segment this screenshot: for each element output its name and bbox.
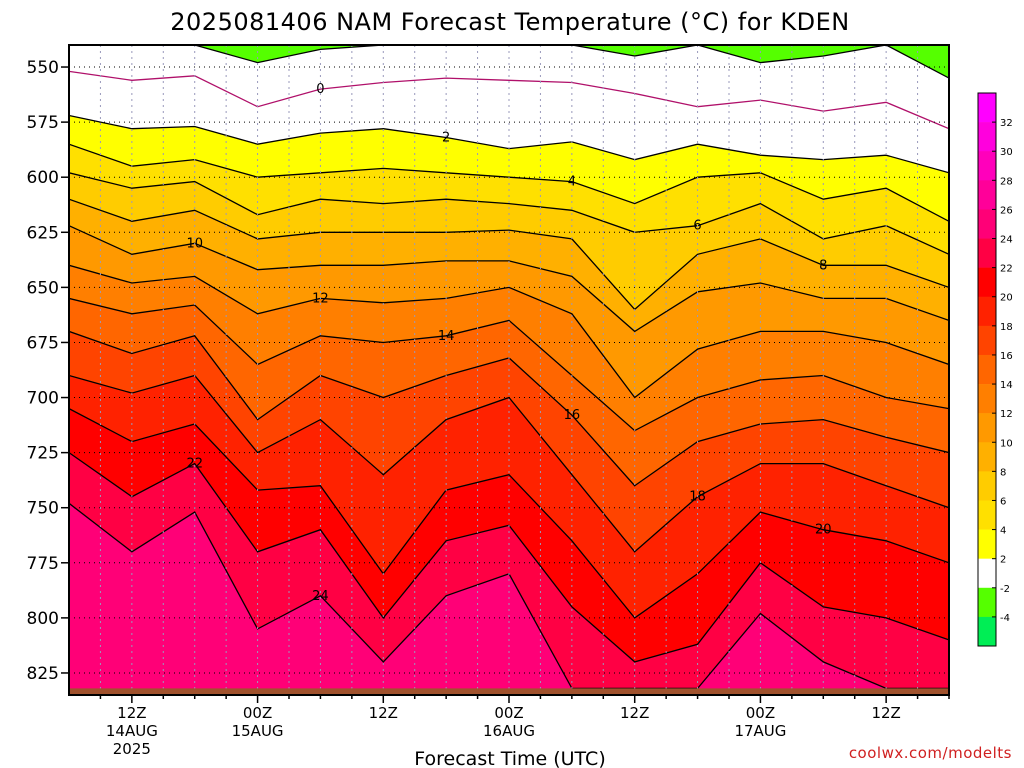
isotherm--2 (69, 45, 949, 79)
colorbar-label-5: 22 (1000, 264, 1013, 275)
isotherm-label-2: 2 (442, 131, 450, 146)
isotherm-label-10: 10 (186, 236, 203, 251)
isotherm-label-16: 16 (564, 408, 581, 423)
x-tick-label-60-0: 12Z (620, 704, 649, 722)
colorbar-label-1: 30 (1000, 147, 1013, 158)
isotherm-label-24: 24 (312, 589, 329, 604)
colorbar-label-6: 20 (1000, 293, 1013, 304)
y-tick-label-700: 700 (27, 389, 59, 409)
colorbar-label-10: 12 (1000, 409, 1013, 420)
colorbar-swatch-12 (978, 442, 996, 472)
colorbar-legend: 32 30 28 26 24 22 20 18 16 14 12 10 8 6 4 2 -2 -4 (977, 92, 1013, 647)
y-tick-label-750: 750 (27, 499, 59, 519)
isotherm-label-22: 22 (186, 457, 203, 472)
x-axis-label: Forecast Time (UTC) (414, 748, 605, 768)
x-tick-label-84-0: 12Z (871, 704, 900, 722)
isotherm-8 (69, 198, 949, 311)
isotherm-6 (69, 172, 949, 255)
colorbar-swatch-8 (978, 325, 996, 356)
isotherm-label-20: 20 (815, 523, 832, 538)
colorbar-swatch-9 (978, 354, 996, 385)
ground-fill (69, 688, 949, 695)
isotherm-14 (69, 297, 949, 432)
y-tick-label-775: 775 (27, 554, 59, 574)
x-tick-label-12-1: 14AUG (106, 722, 158, 740)
isotherm-10 (69, 225, 949, 333)
x-tick-label-24-0: 00Z (243, 704, 272, 722)
ground-surface (69, 688, 949, 695)
colorbar-label-7: 18 (1000, 322, 1013, 333)
colorbar-label-4: 24 (1000, 235, 1013, 246)
isotherm-label-6: 6 (693, 219, 701, 234)
x-tick-label-12-0: 12Z (117, 704, 146, 722)
colorbar-swatch-5 (978, 238, 996, 268)
colorbar-label-11: 10 (1000, 438, 1013, 449)
y-tick-label-675: 675 (27, 333, 59, 353)
colorbar-label-16: -2 (1000, 584, 1010, 595)
colorbar-frame (977, 92, 997, 647)
colorbar-label-17: -4 (1000, 613, 1010, 624)
colorbar-swatch-15 (978, 529, 996, 559)
x-tick-label-72-1: 17AUG (734, 722, 786, 740)
colorbar-label-9: 14 (1000, 380, 1013, 391)
colorbar-swatch-11 (978, 413, 996, 443)
isotherm-label-4: 4 (568, 175, 576, 190)
y-tick-label-550: 550 (27, 58, 59, 78)
y-tick-label-800: 800 (27, 609, 59, 629)
x-tick-label-24-1: 15AUG (232, 722, 284, 740)
grid-lines (69, 45, 949, 695)
y-axis: 550 575 600 625 650 675 700 725 750 775 800 825 (27, 58, 69, 684)
y-tick-label-600: 600 (27, 168, 59, 188)
colorbar-label-8: 16 (1000, 351, 1013, 362)
isotherm-20 (69, 408, 949, 619)
colorbar-swatch-3 (978, 180, 996, 210)
chart-title: 2025081406 NAM Forecast Temperature (°C)… (170, 8, 849, 36)
colorbar-swatch-17 (978, 587, 996, 618)
isotherm-0 (69, 70, 949, 130)
colorbar-swatch-13 (978, 471, 996, 501)
colorbar-swatch-2 (978, 151, 996, 181)
colorbar-label-3: 26 (1000, 205, 1013, 216)
colorbar-label-12: 8 (1000, 467, 1006, 478)
x-tick-label-48-1: 16AUG (483, 722, 535, 740)
x-tick-label-36-0: 12Z (369, 704, 398, 722)
y-tick-label-825: 825 (27, 664, 59, 684)
y-tick-label-625: 625 (27, 223, 59, 243)
colorbar-swatch-1 (978, 122, 996, 152)
isotherm-label-8: 8 (819, 258, 827, 273)
colorbar-swatch-7 (978, 296, 996, 327)
colorbar-label-14: 4 (1000, 526, 1006, 537)
isotherm-label-12: 12 (312, 291, 329, 306)
isotherm-label-18: 18 (689, 490, 706, 505)
colorbar-label-2: 28 (1000, 176, 1013, 187)
colorbar-swatch-16 (978, 558, 996, 589)
colorbar-swatch-6 (978, 267, 996, 298)
credit-text: coolwx.com/modelts (849, 744, 1012, 762)
x-tick-label-72-0: 00Z (746, 704, 775, 722)
colorbar-swatch-10 (978, 384, 996, 414)
colorbar-label-0: 32 (1000, 118, 1013, 129)
y-tick-label-650: 650 (27, 278, 59, 298)
colorbar-swatch-18 (978, 616, 996, 647)
y-tick-label-575: 575 (27, 113, 59, 133)
isotherm-label-14: 14 (438, 329, 455, 344)
y-tick-label-725: 725 (27, 444, 59, 464)
isotherm-label-0: 0 (316, 82, 324, 97)
x-tick-label-48-0: 00Z (494, 704, 523, 722)
colorbar-swatch-14 (978, 500, 996, 530)
colorbar-swatch-0 (978, 93, 996, 123)
colorbar-swatch-4 (978, 209, 996, 239)
x-tick-label-12-2: 2025 (113, 740, 151, 758)
colorbar-label-13: 6 (1000, 496, 1006, 507)
colorbar-label-15: 2 (1000, 555, 1006, 566)
